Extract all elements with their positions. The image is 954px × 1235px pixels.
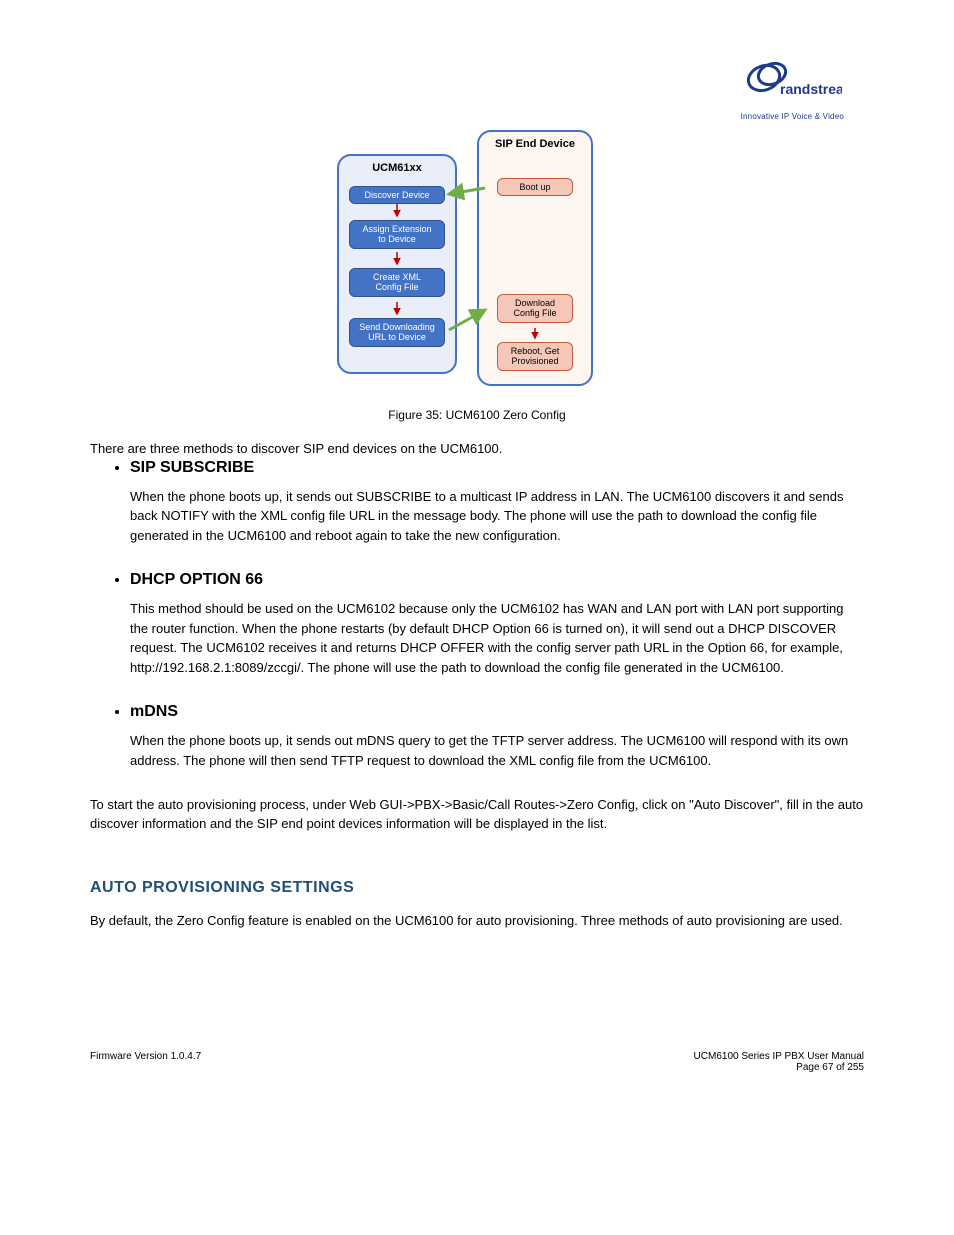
- method-item: DHCP OPTION 66 This method should be use…: [130, 571, 864, 677]
- method-text: When the phone boots up, it sends out mD…: [130, 731, 864, 770]
- logo-tagline: Innovative IP Voice & Video: [741, 112, 844, 121]
- footer-doc-title: UCM6100 Series IP PBX User Manual: [694, 1051, 864, 1062]
- method-item: mDNS When the phone boots up, it sends o…: [130, 703, 864, 770]
- grandstream-icon: randstream: [742, 60, 842, 105]
- brand-logo: randstream Innovative IP Voice & Video: [741, 60, 844, 121]
- footer-left: Firmware Version 1.0.4.7: [90, 1051, 201, 1073]
- figure-caption: Figure 35: UCM6100 Zero Config: [90, 408, 864, 422]
- method-item: SIP SUBSCRIBE When the phone boots up, i…: [130, 459, 864, 546]
- method-title: DHCP OPTION 66: [130, 571, 263, 588]
- section-text: By default, the Zero Config feature is e…: [90, 911, 864, 931]
- closing-text: To start the auto provisioning process, …: [90, 796, 864, 834]
- zero-config-diagram: UCM61xx SIP End Device Di: [337, 130, 617, 390]
- node-discover: Discover Device: [349, 186, 445, 204]
- node-create-xml: Create XML Config File: [349, 268, 445, 297]
- method-title: mDNS: [130, 703, 178, 720]
- intro-text: There are three methods to discover SIP …: [90, 440, 864, 459]
- methods-list: SIP SUBSCRIBE When the phone boots up, i…: [90, 459, 864, 771]
- method-text: This method should be used on the UCM610…: [130, 599, 864, 677]
- node-send-url: Send Downloading URL to Device: [349, 318, 445, 347]
- sip-title: SIP End Device: [479, 138, 591, 150]
- node-bootup: Boot up: [497, 178, 573, 196]
- node-download: Download Config File: [497, 294, 573, 323]
- method-text: When the phone boots up, it sends out SU…: [130, 487, 864, 546]
- svg-text:randstream: randstream: [780, 81, 842, 97]
- page-footer: Firmware Version 1.0.4.7 UCM6100 Series …: [90, 1051, 864, 1073]
- footer-right: UCM6100 Series IP PBX User Manual Page 6…: [694, 1051, 864, 1073]
- ucm-title: UCM61xx: [339, 162, 455, 174]
- footer-page-num: Page 67 of 255: [694, 1062, 864, 1073]
- section-heading: AUTO PROVISIONING SETTINGS: [90, 879, 864, 897]
- method-title: SIP SUBSCRIBE: [130, 459, 254, 476]
- node-reboot: Reboot, Get Provisioned: [497, 342, 573, 371]
- node-assign: Assign Extension to Device: [349, 220, 445, 249]
